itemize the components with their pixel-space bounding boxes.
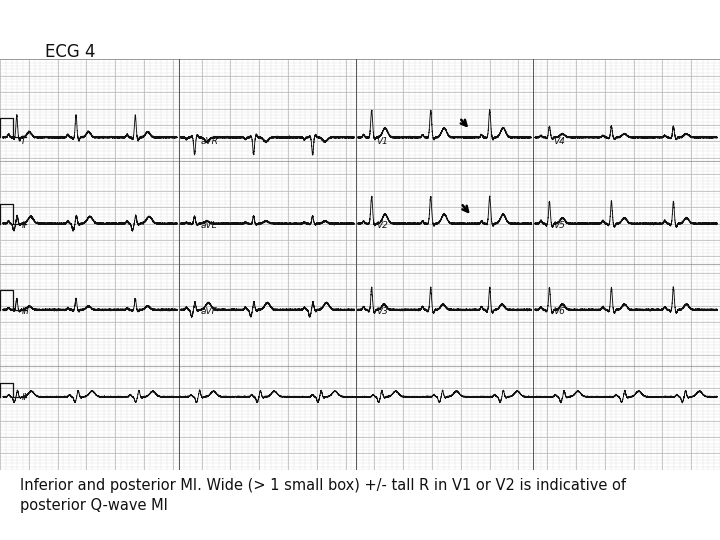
Text: aVL: aVL — [200, 221, 217, 230]
Text: II: II — [22, 221, 27, 230]
Text: V2: V2 — [377, 221, 388, 230]
Text: aVF: aVF — [200, 307, 217, 316]
Text: ECG 4: ECG 4 — [45, 43, 95, 61]
Text: V1: V1 — [377, 137, 388, 146]
Text: V5: V5 — [553, 221, 564, 230]
Text: II: II — [22, 393, 27, 402]
Text: Inferior and posterior MI. Wide (> 1 small box) +/- tall R in V1 or V2 is indica: Inferior and posterior MI. Wide (> 1 sma… — [20, 478, 626, 512]
Text: V6: V6 — [553, 307, 564, 316]
Text: III: III — [22, 307, 30, 316]
Text: V3: V3 — [377, 307, 388, 316]
Text: V4: V4 — [553, 137, 564, 146]
Text: aVR: aVR — [200, 137, 218, 146]
Text: I: I — [22, 137, 24, 146]
